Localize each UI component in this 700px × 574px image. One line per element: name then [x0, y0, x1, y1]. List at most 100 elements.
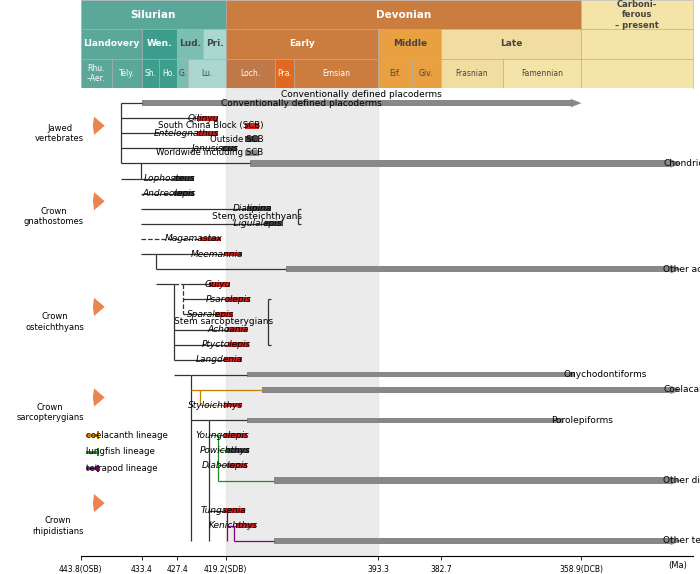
Bar [200, 236, 221, 242]
Bar [244, 150, 259, 156]
Text: Youngolepis: Youngolepis [195, 430, 249, 440]
Text: Onychodontiforms: Onychodontiforms [564, 370, 647, 379]
Text: G.: G. [178, 69, 187, 78]
Text: Kenichthys: Kenichthys [209, 521, 258, 530]
Polygon shape [571, 99, 582, 107]
Bar [248, 418, 564, 422]
Text: Jawed
vertebrates: Jawed vertebrates [35, 123, 84, 143]
Text: Crown
gnathostomes: Crown gnathostomes [24, 207, 84, 226]
Text: Wen.: Wen. [147, 40, 172, 48]
Text: Famennian: Famennian [522, 69, 564, 78]
Polygon shape [93, 117, 105, 135]
Text: Ptyctolepis: Ptyctolepis [202, 340, 251, 349]
Text: Lophosteus: Lophosteus [144, 174, 196, 183]
Bar [177, 59, 188, 88]
Bar [251, 161, 671, 166]
Bar [225, 29, 379, 59]
Bar [80, 0, 225, 29]
Text: Megamastax: Megamastax [164, 234, 223, 243]
Text: Meemannia: Meemannia [190, 250, 243, 258]
Bar [248, 373, 575, 377]
Text: Middle: Middle [393, 40, 427, 48]
Bar [177, 29, 203, 59]
Bar [441, 29, 582, 59]
Text: Conventionally defined placoderms: Conventionally defined placoderms [221, 99, 382, 107]
Text: Worldwide including SCB: Worldwide including SCB [156, 149, 263, 157]
Text: Giv.: Giv. [419, 69, 433, 78]
Text: Crown
osteichthyans: Crown osteichthyans [25, 312, 84, 332]
Text: Tungsenia: Tungsenia [200, 506, 246, 515]
Bar [215, 312, 232, 317]
Bar [174, 191, 195, 196]
Text: Devonian: Devonian [376, 10, 431, 20]
Text: Conventionally defined placoderms: Conventionally defined placoderms [281, 90, 442, 99]
Text: Powichthys: Powichthys [200, 446, 251, 455]
Text: lungfish lineage: lungfish lineage [86, 447, 155, 456]
Text: Pra.: Pra. [277, 69, 292, 78]
Bar [142, 29, 177, 59]
Bar [224, 251, 241, 257]
Bar [97, 465, 99, 472]
Text: Chondrichthyans: Chondrichthyans [664, 159, 700, 168]
Bar [441, 59, 503, 88]
Text: Early: Early [289, 40, 315, 48]
Text: coelacanth lineage: coelacanth lineage [86, 430, 168, 440]
Text: Silurian: Silurian [130, 10, 176, 20]
Bar [265, 222, 283, 226]
Bar [248, 207, 271, 211]
Bar [582, 59, 693, 88]
Text: Ho.: Ho. [162, 69, 174, 78]
Text: Lud.: Lud. [179, 40, 202, 48]
Bar [224, 358, 241, 362]
Polygon shape [671, 265, 681, 273]
Text: Sparalepis: Sparalepis [187, 310, 234, 319]
Text: Stem osteichthyans: Stem osteichthyans [212, 212, 302, 221]
Text: Loch.: Loch. [240, 69, 260, 78]
Bar [225, 0, 582, 29]
Text: 'Ligulalepis': 'Ligulalepis' [232, 219, 284, 228]
Text: Stem sarcopterygians: Stem sarcopterygians [174, 317, 273, 327]
Bar [274, 478, 671, 483]
Text: Other tetrapodomorphs: Other tetrapodomorphs [664, 537, 700, 545]
Bar [142, 100, 571, 106]
Bar [112, 59, 142, 88]
Bar [224, 433, 248, 437]
Bar [222, 146, 237, 151]
Bar [262, 387, 671, 393]
Text: Qilinyu: Qilinyu [188, 114, 220, 123]
Text: Rhu.
–Aer.: Rhu. –Aer. [87, 64, 106, 83]
Text: Entelognathus: Entelognathus [154, 129, 220, 138]
Text: South China Block (SCB): South China Block (SCB) [158, 121, 263, 130]
Bar [225, 297, 251, 302]
Bar [224, 509, 244, 513]
Bar [275, 59, 294, 88]
Text: Styloichthys: Styloichthys [188, 401, 243, 409]
Text: Other actinopterygians: Other actinopterygians [664, 265, 700, 274]
Bar [274, 538, 671, 544]
Text: Other dipnomorphs: Other dipnomorphs [664, 476, 700, 485]
Bar [159, 59, 177, 88]
Bar [294, 59, 379, 88]
Text: Sh.: Sh. [144, 69, 156, 78]
Polygon shape [93, 389, 105, 406]
Bar [227, 327, 248, 332]
Bar [97, 432, 99, 439]
Bar [203, 29, 225, 59]
Text: Guiyu: Guiyu [205, 280, 231, 289]
Text: Andreolepis: Andreolepis [143, 189, 196, 198]
Text: Eif.: Eif. [389, 69, 401, 78]
Polygon shape [671, 476, 681, 485]
Text: Emsian: Emsian [322, 69, 350, 78]
Polygon shape [671, 537, 681, 545]
Polygon shape [93, 494, 105, 512]
Bar [244, 137, 259, 142]
Bar [379, 59, 412, 88]
Bar [197, 131, 218, 135]
Text: Psarolepis: Psarolepis [206, 295, 252, 304]
Bar [80, 59, 112, 88]
Polygon shape [93, 298, 105, 316]
Text: Lu.: Lu. [201, 69, 213, 78]
Bar [225, 88, 379, 556]
Text: Late: Late [500, 40, 522, 48]
Text: (Ma): (Ma) [668, 561, 687, 569]
